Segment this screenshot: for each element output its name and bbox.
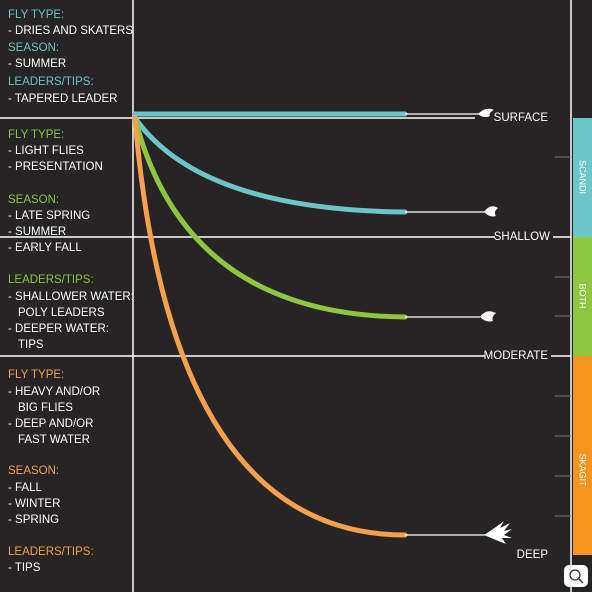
group-line: - SUMMER [8, 58, 66, 70]
texts: FLY TYPE: - DRIES AND SKATERS SEASON: - SUM… [8, 9, 588, 574]
group-line: - PRESENTATION [8, 161, 103, 173]
group-line: - FALL [8, 482, 42, 494]
depth-label: DEEP [517, 549, 549, 561]
group-line: - DEEP AND/OR [8, 418, 93, 430]
group-heading: FLY TYPE: [8, 369, 64, 381]
group-line: - SPRING [8, 514, 59, 526]
group-line: - SHALLOWER WATER: [8, 291, 134, 303]
group-line: - EARLY FALL [8, 242, 82, 254]
group-heading: SEASON: [8, 194, 59, 206]
group-heading: LEADERS/TIPS: [8, 274, 94, 286]
group-line: BIG FLIES [18, 402, 73, 414]
group-line: - SUMMER [8, 226, 66, 238]
depth-label: SURFACE [494, 112, 549, 124]
zoom-button[interactable] [564, 565, 588, 587]
zoom-icon-handle [578, 578, 584, 584]
fly-lines [132, 111, 408, 538]
group-line: - TAPERED LEADER [8, 93, 118, 105]
group-heading: LEADERS/TIPS: [8, 546, 94, 558]
group-heading: SEASON: [8, 42, 59, 54]
group-line: - DRIES AND SKATERS [8, 25, 133, 37]
zoom-icon [569, 569, 581, 581]
both-bar [573, 237, 592, 356]
group-line: - WINTER [8, 498, 60, 510]
group-heading: FLY TYPE: [8, 9, 64, 21]
depth-label: MODERATE [484, 350, 549, 362]
line-type-label: SKAGIT [578, 453, 588, 487]
group-line: - LIGHT FLIES [8, 145, 84, 157]
group-line: - DEEPER WATER: [8, 323, 109, 335]
leaders [405, 113, 485, 536]
scandi-bar [573, 118, 592, 237]
group-line: FAST WATER [18, 434, 90, 446]
frame [0, 0, 572, 592]
depth-label: SHALLOW [494, 231, 550, 243]
group-line: - LATE SPRING [8, 210, 90, 222]
group-heading: LEADERS/TIPS: [8, 76, 94, 88]
depth-ticks [555, 156, 571, 517]
group-line: POLY LEADERS [18, 307, 105, 319]
skagit-bar [573, 356, 592, 555]
line-type-label: SCANDI [578, 160, 588, 194]
group-line: - TIPS [8, 562, 41, 574]
group-heading: SEASON: [8, 465, 59, 477]
flies [478, 108, 512, 544]
group-heading: FLY TYPE: [8, 129, 64, 141]
group-line: - HEAVY AND/OR [8, 386, 100, 398]
group-line: TIPS [18, 339, 44, 351]
line-type-label: BOTH [578, 283, 588, 308]
